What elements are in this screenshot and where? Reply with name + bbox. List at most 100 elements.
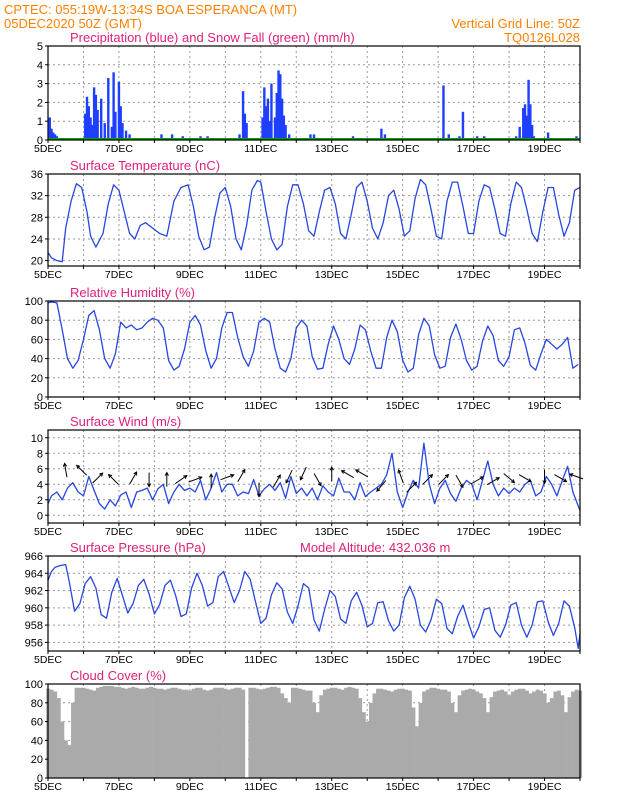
cloud-bar — [294, 687, 299, 778]
wind-arrow — [92, 472, 103, 484]
wind-arrow — [237, 469, 246, 483]
cloud-bar — [195, 687, 200, 778]
cloud-bar — [354, 688, 359, 778]
cloud-bar — [63, 740, 68, 778]
cloud-bar — [298, 688, 302, 778]
wind-arrow — [422, 474, 433, 485]
cloud-bar — [290, 687, 295, 778]
wind-series-line — [47, 442, 581, 511]
wind-arrow — [398, 469, 404, 484]
y-tick-label: 8 — [37, 448, 43, 460]
wind-arrow — [285, 469, 293, 484]
cloud-bar — [404, 689, 409, 778]
cloud-bar — [269, 686, 274, 778]
x-tick-label: 11DEC — [244, 654, 277, 666]
wind-arrow-head — [428, 473, 434, 479]
wind-arrow-head — [146, 483, 152, 488]
cloud-bar — [372, 693, 377, 778]
cloud-bar — [92, 690, 97, 778]
precip-bar — [518, 126, 521, 140]
cloud-bar — [188, 690, 192, 778]
precip-bar — [522, 108, 525, 140]
cloud-bar — [351, 687, 356, 778]
precip-bar — [461, 111, 465, 140]
wind-arrow — [406, 482, 417, 493]
cloud-bar — [315, 712, 320, 778]
precip-bar — [523, 104, 527, 140]
wind-arrow-head — [241, 468, 246, 474]
y-tick-label: 10 — [31, 433, 43, 445]
wind-arrow-head — [412, 481, 418, 486]
y-tick-label: 60 — [31, 334, 43, 346]
panel-cloud — [45, 683, 583, 781]
x-tick-label: 9DEC — [176, 781, 204, 793]
x-tick-label: 9DEC — [176, 654, 204, 666]
wind-arrow — [220, 474, 234, 481]
y-tick-label: 1 — [37, 116, 43, 128]
cloud-bar — [407, 690, 412, 778]
cloud-bar — [521, 688, 526, 778]
cloud-bar — [170, 687, 175, 778]
precip-bar — [263, 87, 266, 140]
wind-arrow-head — [256, 493, 262, 498]
cloud-bar — [53, 691, 58, 778]
x-tick-label: 5DEC — [34, 143, 62, 155]
cloud-bar — [56, 698, 61, 778]
wind-arrow-head — [510, 479, 516, 484]
cloud-bar — [209, 689, 214, 778]
cloud-bar — [525, 690, 529, 778]
y-tick-label: 20 — [31, 256, 43, 268]
x-tick-label: 11DEC — [244, 526, 277, 538]
x-tick-label: 13DEC — [315, 269, 349, 281]
y-tick-label: 960 — [25, 603, 43, 615]
cloud-bar — [120, 687, 125, 778]
cloud-bar — [74, 687, 79, 778]
wind-arrow — [64, 463, 68, 478]
precip-bar — [266, 98, 270, 140]
precip-bar — [50, 128, 53, 140]
x-tick-label: 11DEC — [244, 269, 277, 281]
cloud-bar — [489, 697, 494, 778]
panel-title-precip: Precipitation (blue) and Snow Fall (gree… — [70, 30, 355, 45]
precip-bar — [309, 134, 312, 140]
cloud-bar — [181, 689, 185, 778]
cloud-bar — [173, 687, 178, 778]
y-tick-label: 80 — [31, 698, 43, 710]
cloud-bar — [241, 689, 246, 778]
cloud-bar — [237, 687, 242, 778]
cloud-bar — [560, 695, 565, 778]
cloud-bar — [397, 688, 402, 778]
cloud-bar — [287, 702, 292, 778]
precip-bar — [282, 115, 286, 140]
cloud-bar — [198, 687, 203, 778]
cloud-bar — [475, 691, 480, 778]
wind-arrow — [188, 476, 202, 483]
wind-arrow-head — [340, 470, 346, 474]
wind-arrow-head — [76, 464, 81, 469]
x-tick-label: 13DEC — [315, 143, 349, 155]
cloud-bar — [383, 689, 388, 778]
cloud-bar — [471, 689, 476, 778]
cloud-bar — [340, 689, 345, 778]
precip-bar — [280, 98, 284, 140]
wind-arrow-head — [444, 473, 450, 479]
cloud-bar — [464, 689, 469, 778]
precip-bar — [238, 134, 241, 140]
precip-bar — [119, 106, 122, 140]
precip-bar — [160, 134, 163, 140]
precip-bar — [529, 104, 532, 140]
wind-arrow-head — [209, 473, 214, 478]
wind-arrow — [455, 474, 464, 488]
panel-title-cloud: Cloud Cover (%) — [70, 668, 166, 683]
x-tick-label: 15DEC — [386, 269, 420, 281]
cloud-bar — [542, 693, 547, 778]
cloud-bar — [496, 690, 501, 778]
y-tick-label: 956 — [25, 637, 43, 649]
cloud-bar — [127, 687, 132, 778]
y-tick-label: 20 — [31, 373, 43, 385]
x-tick-label: 17DEC — [457, 526, 491, 538]
wind-arrow — [108, 474, 119, 485]
cloud-bar — [276, 687, 281, 778]
cloud-bar — [571, 691, 575, 778]
cloud-bar — [227, 689, 231, 778]
